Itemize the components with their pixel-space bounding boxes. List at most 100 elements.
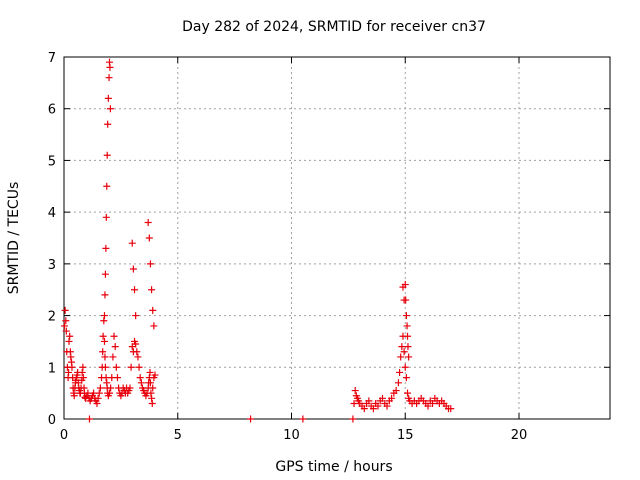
data-point (148, 286, 156, 294)
data-point (99, 348, 107, 356)
data-point (400, 296, 408, 304)
data-point (132, 340, 140, 348)
data-point (126, 384, 134, 392)
data-point (405, 353, 413, 361)
data-point (94, 394, 102, 402)
data-point (113, 374, 121, 382)
data-point (429, 399, 437, 407)
data-point (299, 415, 307, 423)
data-point (106, 105, 114, 113)
data-point (360, 405, 368, 413)
data-point (134, 353, 142, 361)
data-point (79, 363, 87, 371)
x-tick-label: 5 (174, 428, 182, 443)
data-point (62, 327, 70, 335)
data-point (93, 399, 101, 407)
data-point (402, 374, 410, 382)
data-point (100, 317, 108, 325)
y-tick-label: 0 (48, 413, 56, 428)
y-tick-label: 7 (48, 51, 56, 66)
data-point (379, 394, 386, 402)
data-point (383, 402, 391, 410)
plot-frame (63, 56, 611, 420)
data-point (149, 384, 157, 392)
data-point (68, 363, 76, 371)
data-point (388, 394, 396, 402)
data-point (101, 291, 109, 299)
data-point (78, 368, 86, 376)
data-point (145, 234, 153, 242)
data-point (144, 218, 152, 226)
x-tick-label: 15 (397, 428, 414, 443)
data-point (111, 343, 119, 351)
data-point (133, 348, 141, 356)
data-point (70, 392, 78, 400)
data-point (131, 286, 139, 294)
data-point (404, 389, 412, 397)
data-point (101, 270, 109, 278)
x-axis-label: GPS time / hours (275, 459, 392, 475)
data-point (394, 379, 402, 387)
data-point (400, 348, 408, 356)
data-point (148, 394, 156, 402)
y-axis-label: SRMTID / TECUs (6, 182, 22, 295)
data-point (112, 363, 120, 371)
x-tick-label: 20 (511, 428, 528, 443)
data-point (65, 368, 73, 376)
data-point (103, 151, 111, 159)
data-point (374, 402, 382, 410)
data-point (95, 389, 103, 397)
data-point (403, 322, 411, 330)
data-point (396, 368, 404, 376)
y-tick-label: 6 (48, 103, 56, 118)
data-point (107, 384, 115, 392)
data-point (399, 283, 407, 291)
data-point (102, 244, 110, 252)
data-point (424, 402, 432, 410)
grid (64, 57, 610, 419)
data-point (61, 306, 69, 314)
y-tick-label: 2 (48, 310, 56, 325)
data-point (447, 405, 455, 413)
data-point (149, 306, 157, 314)
data-point (109, 353, 117, 361)
data-point (104, 94, 112, 102)
data-point (102, 213, 110, 221)
data-point (96, 384, 104, 392)
data-point (100, 312, 108, 320)
data-points (60, 58, 455, 423)
data-point (369, 405, 377, 413)
data-point (106, 389, 113, 397)
data-point (85, 415, 93, 423)
y-tick-label: 5 (48, 154, 56, 169)
data-point (151, 371, 159, 379)
data-point (104, 120, 112, 128)
data-point (67, 353, 75, 361)
data-point (351, 387, 359, 395)
x-tick-label: 10 (283, 428, 300, 443)
data-point (110, 332, 118, 340)
y-tick-label: 3 (48, 258, 56, 273)
data-point (392, 387, 400, 395)
chart-title: Day 282 of 2024, SRMTID for receiver cn3… (182, 19, 486, 35)
data-point (132, 312, 140, 320)
data-point (103, 182, 111, 190)
y-tick-label: 1 (48, 361, 56, 376)
data-point (129, 265, 137, 273)
data-point (146, 260, 154, 268)
data-point (397, 353, 405, 361)
data-point (404, 332, 412, 340)
data-point (402, 312, 410, 320)
data-point (60, 322, 68, 330)
data-point (146, 368, 154, 376)
data-point (147, 389, 155, 397)
y-tick-label: 4 (48, 206, 56, 221)
data-point (65, 337, 73, 345)
data-point (365, 397, 373, 405)
data-point (349, 415, 357, 423)
data-point (404, 343, 412, 351)
data-point (146, 379, 154, 387)
axis-ticks: 0 5 10 15 20 0 1 2 3 4 5 6 7 (48, 51, 610, 443)
x-tick-label: 0 (60, 428, 68, 443)
